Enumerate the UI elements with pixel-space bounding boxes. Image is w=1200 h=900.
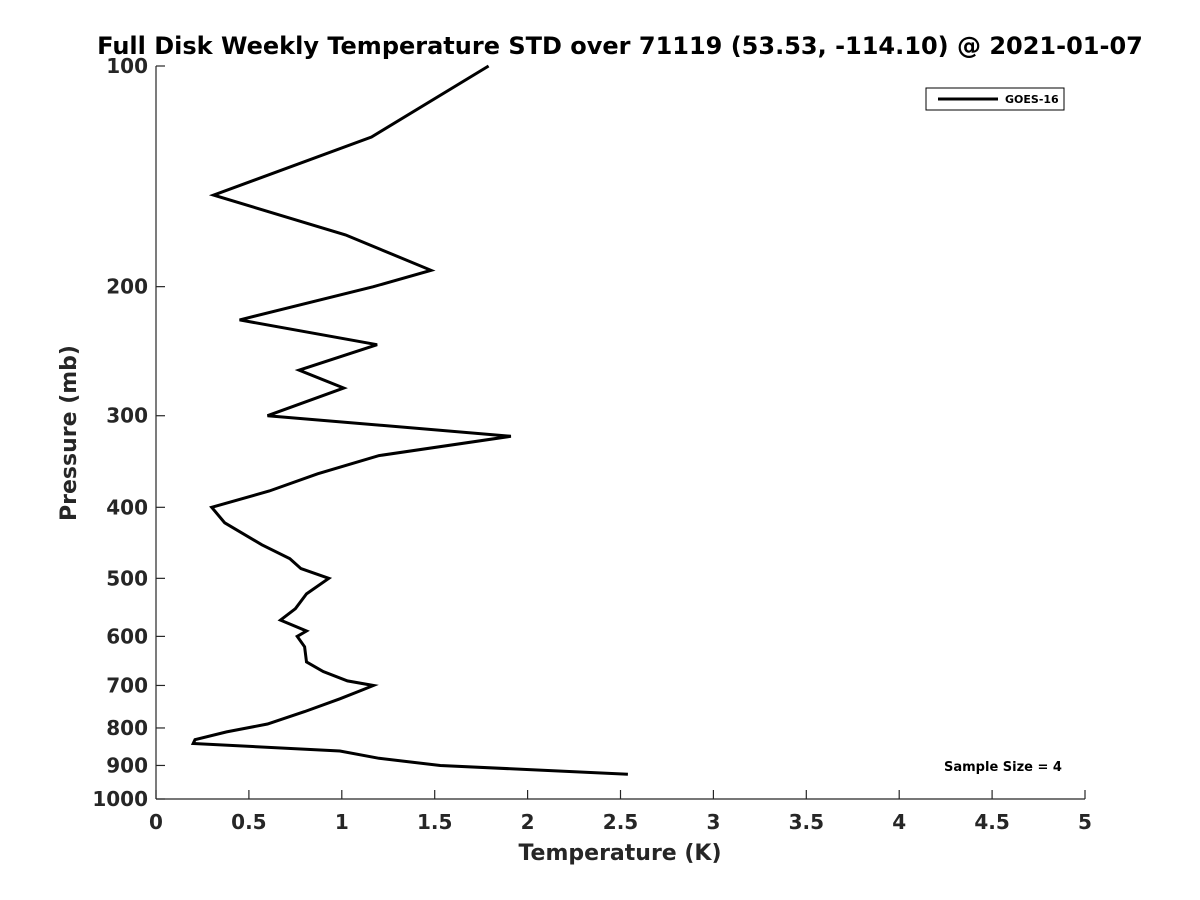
y-tick-label: 200	[106, 275, 148, 299]
x-tick-label: 1	[335, 810, 349, 834]
x-axis-label: Temperature (K)	[518, 841, 721, 866]
sample-size-annotation: Sample Size = 4	[944, 760, 1062, 775]
legend: GOES-16	[925, 87, 1065, 111]
y-tick-label: 600	[106, 624, 148, 648]
x-tick-label: 2.5	[603, 810, 638, 834]
x-tick-label: 1.5	[417, 810, 452, 834]
x-tick-label: 0	[149, 810, 163, 834]
y-axis-label: Pressure (mb)	[57, 345, 82, 521]
y-tick-label: 1000	[92, 787, 148, 811]
x-tick-label: 4.5	[974, 810, 1009, 834]
chart-title: Full Disk Weekly Temperature STD over 71…	[97, 32, 1143, 60]
legend-label-goes-16: GOES-16	[1005, 93, 1059, 106]
y-tick-label: 700	[106, 673, 148, 697]
y-tick-label: 300	[106, 404, 148, 428]
plot-axes	[155, 66, 1085, 800]
x-tick-label: 4	[892, 810, 906, 834]
y-axis-ticks: 100 200 300 400 500 600 700 800 900 1000	[92, 54, 165, 811]
y-tick-label: 500	[106, 566, 148, 590]
x-tick-label: 2	[521, 810, 535, 834]
x-tick-label: 3.5	[789, 810, 824, 834]
x-axis-ticks: 0 0.5 1 1.5 2 2.5 3 3.5 4 4.5 5	[149, 790, 1092, 834]
x-tick-label: 3	[706, 810, 720, 834]
x-tick-label: 0.5	[231, 810, 266, 834]
y-tick-label: 100	[106, 54, 148, 78]
series-layer	[190, 64, 628, 776]
y-tick-label: 800	[106, 716, 148, 740]
series-line-goes-16	[190, 64, 628, 776]
y-tick-label: 400	[106, 495, 148, 519]
y-tick-label: 900	[106, 753, 148, 777]
x-tick-label: 5	[1078, 810, 1092, 834]
